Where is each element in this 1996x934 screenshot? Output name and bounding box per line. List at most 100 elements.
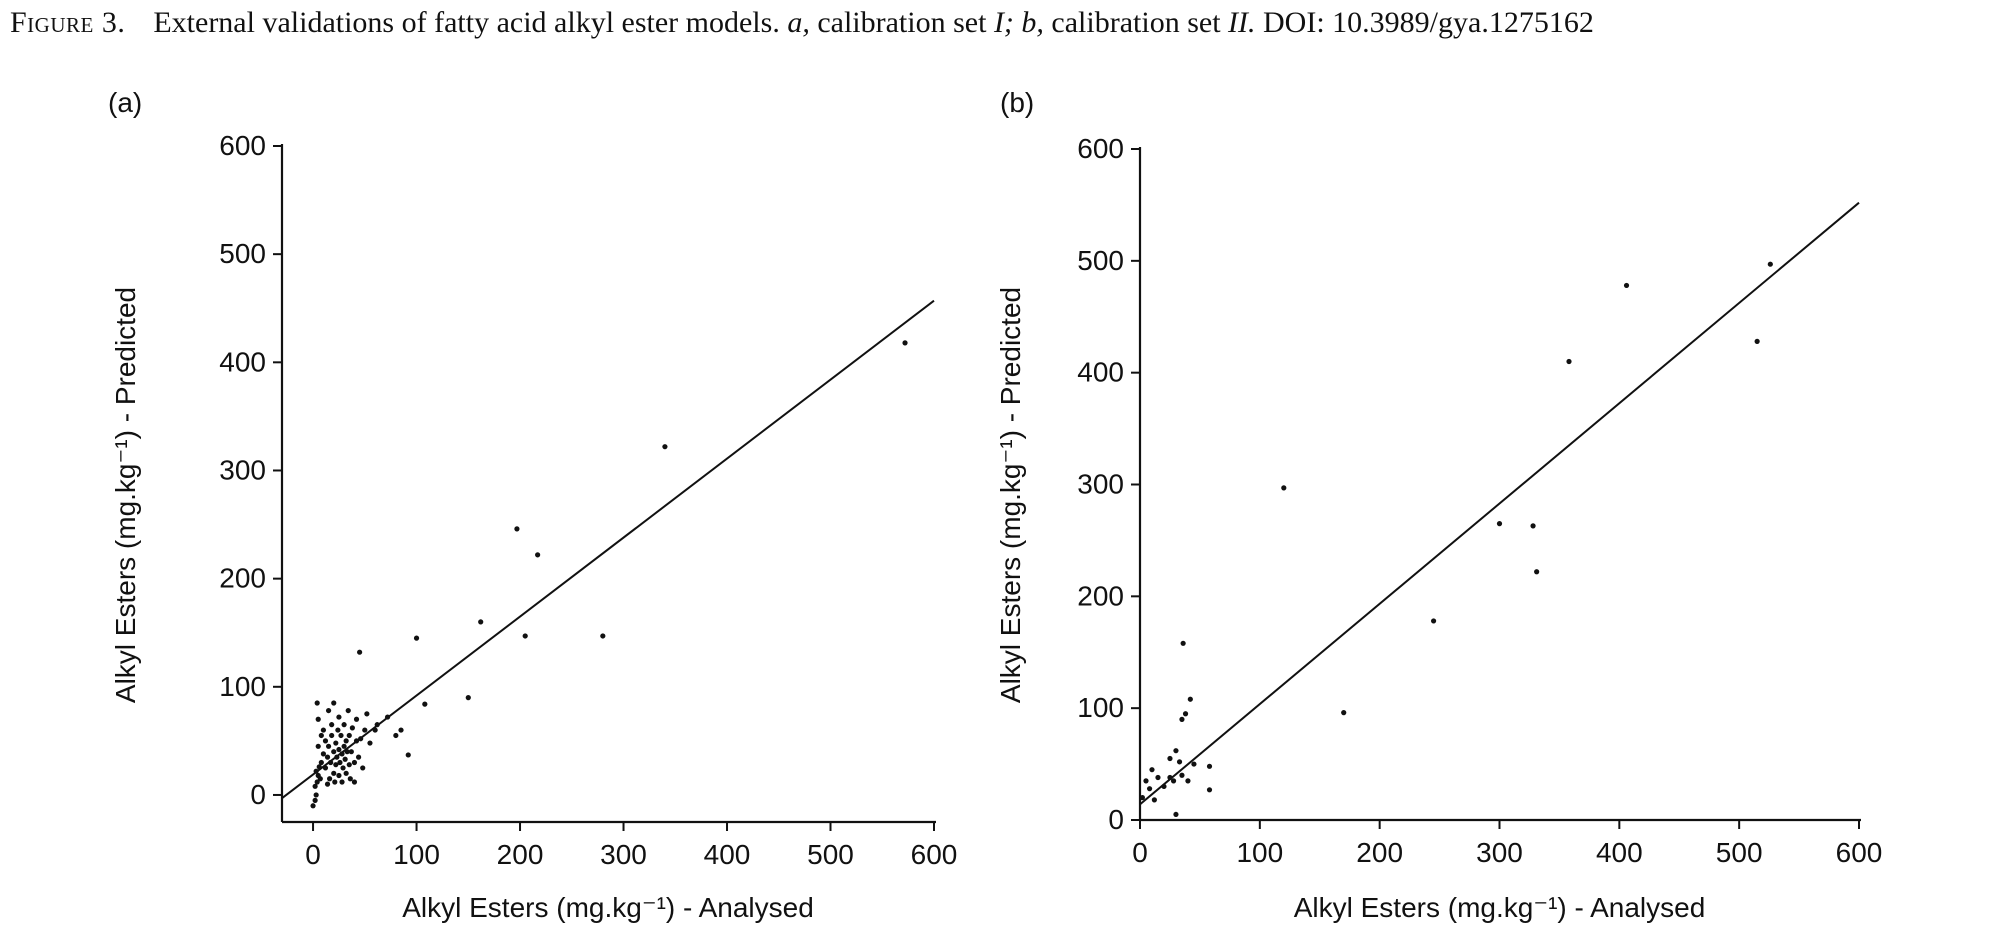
- data-point: [310, 803, 316, 809]
- data-point: [535, 552, 541, 558]
- chart-panel-a: (a) 0 100 200 300 400 500 600 0 100 200 300 400 500 60…: [108, 87, 957, 923]
- data-point: [320, 751, 326, 757]
- data-point: [313, 768, 319, 774]
- data-point: [333, 740, 339, 746]
- data-point: [347, 776, 353, 782]
- data-point: [331, 770, 337, 776]
- data-point: [318, 759, 324, 766]
- figure-label: Figure 3.: [10, 6, 126, 39]
- data-point: [349, 725, 355, 731]
- data-point: [343, 770, 349, 776]
- x-tick-label: 600: [911, 839, 958, 870]
- data-point: [422, 701, 428, 707]
- data-point: [1623, 282, 1630, 289]
- y-tick-label: 400: [219, 346, 266, 377]
- y-tick-label: 100: [219, 671, 266, 702]
- y-tick-label: 300: [219, 454, 266, 485]
- data-point: [341, 722, 347, 728]
- data-point: [478, 619, 484, 625]
- data-point: [346, 762, 352, 768]
- data-point: [1534, 569, 1540, 575]
- data-point: [1146, 786, 1153, 792]
- y-tick-label: 600: [1077, 133, 1124, 164]
- data-point: [336, 772, 342, 779]
- data-point: [1173, 748, 1179, 754]
- data-point: [1167, 774, 1173, 781]
- data-point: [1173, 811, 1179, 818]
- data-point: [339, 751, 345, 757]
- data-point: [335, 727, 341, 733]
- data-point: [1161, 783, 1167, 790]
- data-point: [522, 633, 528, 639]
- data-point: [329, 732, 335, 739]
- data-point: [1767, 261, 1773, 267]
- regression-line: [281, 299, 935, 799]
- data-point: [1179, 772, 1185, 778]
- data-point: [367, 740, 373, 746]
- x-tick-label: 0: [305, 839, 321, 870]
- x-tick-label: 100: [393, 839, 440, 870]
- data-point: [413, 635, 420, 641]
- data-point: [1182, 711, 1189, 717]
- data-point: [318, 732, 324, 739]
- y-axis-title: Alkyl Esters (mg.kg⁻¹) - Predicted: [995, 287, 1026, 703]
- data-point: [902, 340, 908, 346]
- panel-label: (b): [1000, 87, 1034, 118]
- data-point: [1180, 640, 1186, 646]
- data-point: [362, 727, 368, 733]
- data-point: [1530, 523, 1536, 529]
- y-tick-label: 200: [219, 563, 266, 594]
- data-point: [322, 738, 329, 744]
- data-point: [315, 716, 321, 722]
- x-tick-label: 200: [1356, 837, 1403, 868]
- data-point: [1170, 778, 1177, 784]
- caption-text-a: External validations of fatty acid alkyl…: [153, 6, 780, 39]
- data-point: [1754, 338, 1760, 344]
- y-tick-label: 500: [219, 238, 266, 269]
- y-tick-label: 0: [1108, 804, 1124, 835]
- y-axis-title: Alkyl Esters (mg.kg⁻¹) - Predicted: [110, 287, 141, 703]
- data-point: [384, 714, 391, 720]
- caption-sub-a: a,: [787, 6, 810, 39]
- data-point: [324, 781, 331, 787]
- x-tick-label: 0: [1132, 837, 1148, 868]
- data-point: [351, 779, 358, 785]
- y-tick-label: 100: [1077, 692, 1124, 723]
- figure-caption: Figure 3. External validations of fatty a…: [10, 6, 1990, 40]
- data-point: [1566, 358, 1572, 365]
- data-point: [1179, 716, 1185, 722]
- data-point: [339, 779, 345, 785]
- y-tick-label: 500: [1077, 245, 1124, 276]
- caption-text-c: calibration set: [1051, 6, 1221, 39]
- x-tick-label: 100: [1236, 837, 1283, 868]
- data-point: [329, 722, 335, 728]
- x-tick-label: 400: [704, 839, 751, 870]
- data-point: [316, 764, 322, 770]
- data-point: [346, 732, 352, 739]
- data-point: [314, 779, 320, 785]
- caption-set-a: I;: [993, 6, 1014, 39]
- data-point: [405, 752, 411, 758]
- data-point: [324, 754, 331, 760]
- x-tick-label: 400: [1596, 837, 1643, 868]
- data-point: [312, 783, 318, 789]
- data-point: [327, 776, 333, 782]
- data-point: [1206, 787, 1213, 793]
- y-tick-label: 300: [1077, 469, 1124, 500]
- data-point: [348, 749, 354, 755]
- data-point: [331, 700, 337, 706]
- x-axis-title: Alkyl Esters (mg.kg⁻¹) - Analysed: [402, 892, 814, 923]
- data-point: [1143, 778, 1149, 784]
- data-point: [341, 743, 347, 749]
- data-point: [364, 711, 370, 717]
- x-axis-title: Alkyl Esters (mg.kg⁻¹) - Analysed: [1294, 892, 1706, 923]
- y-tick-label: 600: [219, 130, 266, 161]
- data-point: [662, 444, 668, 450]
- data-point: [1167, 755, 1173, 762]
- data-point: [1176, 759, 1183, 765]
- chart-panel-b: (b) 0 100 200 300 400 500 600 0 100 200 300 400 500 60…: [995, 87, 1882, 923]
- panel-label: (a): [108, 87, 142, 118]
- data-point: [317, 776, 323, 782]
- data-point: [1185, 778, 1191, 784]
